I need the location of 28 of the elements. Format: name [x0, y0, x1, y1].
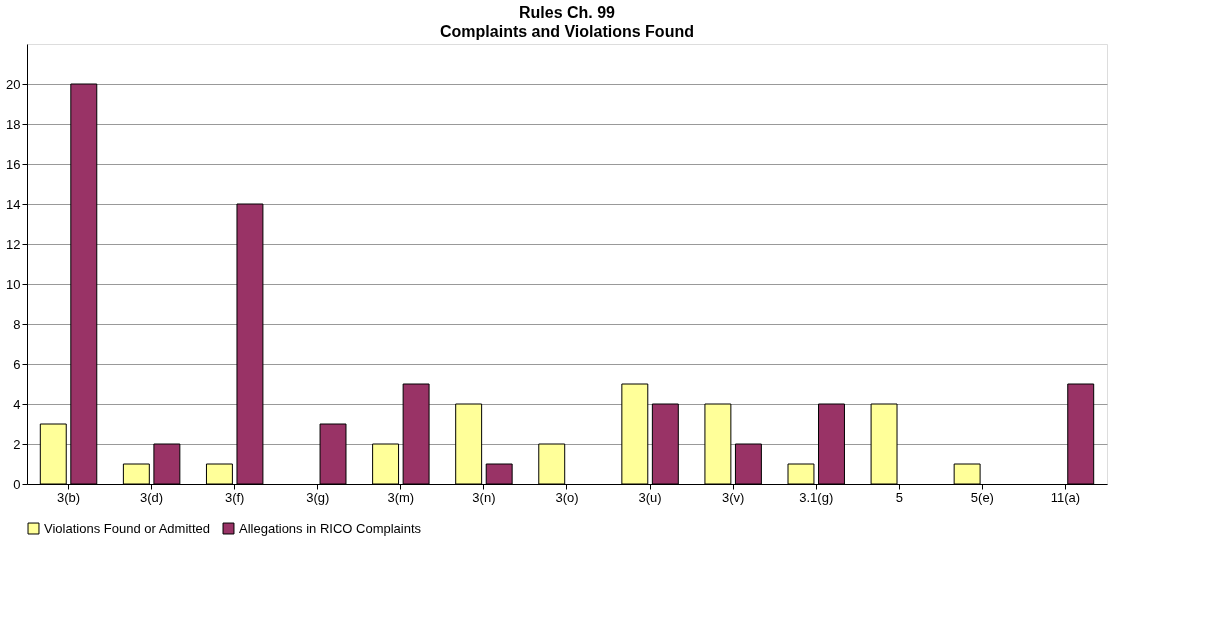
y-tick-label: 10: [6, 276, 21, 292]
y-tick-label: 20: [6, 76, 21, 92]
x-tick-label: 3.1(g): [799, 489, 834, 505]
x-tick-label: 3(f): [224, 489, 245, 505]
legend-label: Violations Found or Admitted: [44, 520, 210, 536]
y-tick-label: 16: [6, 156, 21, 172]
x-tick-label: 3(b): [56, 489, 81, 505]
x-tick-label: 3(d): [140, 489, 164, 505]
y-tick-label: 14: [6, 196, 21, 212]
y-tick-label: 4: [13, 396, 21, 412]
x-tick-label: 11(a): [1050, 489, 1081, 505]
x-tick-label: 3(g): [306, 489, 330, 505]
y-tick-label: 0: [13, 476, 21, 492]
x-tick-label: 5: [895, 489, 903, 505]
legend-label: Allegations in RICO Complaints: [239, 520, 422, 536]
x-tick-label: 3(u): [638, 489, 662, 505]
x-tick-label: 3(m): [387, 489, 415, 505]
chart-title: Rules Ch. 99: [518, 4, 616, 21]
y-tick-label: 18: [6, 116, 21, 132]
x-tick-label: 3(o): [555, 489, 579, 505]
y-tick-label: 12: [6, 236, 21, 252]
y-tick-label: 6: [13, 356, 21, 372]
x-tick-label: 5(e): [970, 489, 994, 505]
x-tick-label: 3(v): [721, 489, 745, 505]
y-tick-label: 8: [13, 316, 21, 332]
chart-subtitle: Complaints and Violations Found: [440, 23, 694, 40]
y-tick-label: 2: [13, 436, 21, 452]
x-tick-label: 3(n): [472, 489, 496, 505]
